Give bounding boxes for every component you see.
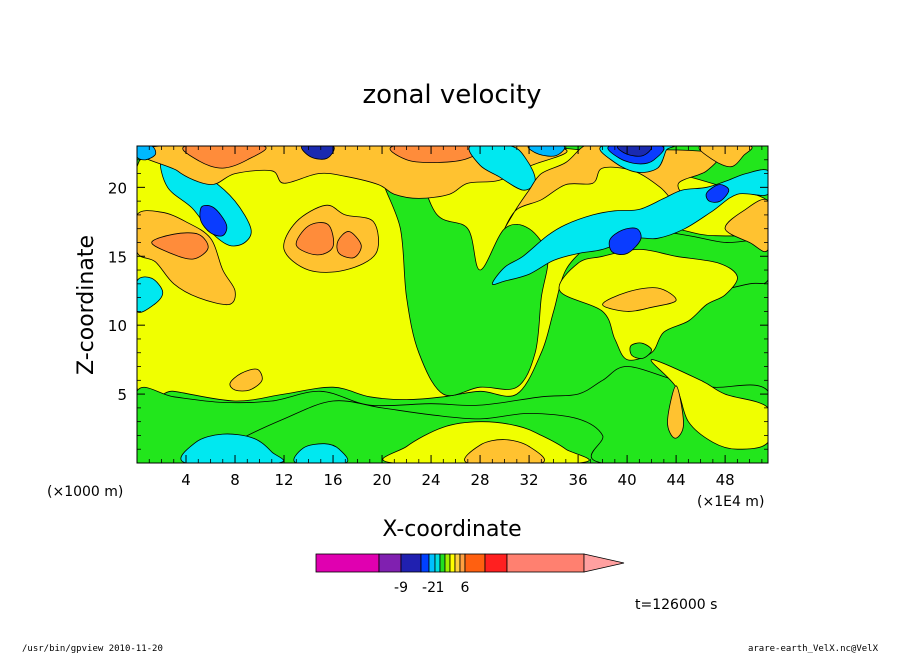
contour-region — [667, 385, 684, 439]
y-axis-ticks: 5 10 15 20 — [108, 159, 768, 450]
x-tick-label: 32 — [520, 471, 539, 489]
footer-right: arare-earth_VelX.nc@VelX — [748, 644, 879, 654]
contour-region — [229, 368, 263, 392]
contour-region — [336, 231, 362, 259]
x-tick-label: 16 — [323, 471, 342, 489]
contour-region — [301, 146, 335, 160]
contour-region — [504, 146, 719, 230]
colorbar-segment — [449, 553, 456, 573]
x-tick-label: 28 — [471, 471, 490, 489]
contour-region — [602, 287, 677, 312]
contour-region — [182, 146, 267, 169]
contour-region — [650, 359, 768, 450]
contour-region — [705, 184, 730, 203]
y-tick-label: 20 — [108, 179, 127, 197]
y-axis-label: Z-coordinate — [74, 235, 99, 375]
time-label: t=126000 s — [635, 597, 717, 613]
y-tick-label: 10 — [108, 317, 127, 335]
contour-region — [293, 443, 349, 463]
contour-region — [527, 146, 566, 157]
x-tick-label: 4 — [181, 471, 191, 489]
contour-region — [137, 276, 164, 313]
colorbar-segment — [459, 553, 466, 573]
contour-region — [137, 366, 768, 463]
x-tick-label: 24 — [422, 471, 441, 489]
plot-area — [137, 146, 768, 463]
contour-region — [464, 439, 545, 463]
x-unit-right: (×1E4 m) — [697, 494, 764, 510]
colorbar-label: -2 — [422, 580, 436, 596]
chart-title: zonal velocity — [362, 80, 541, 110]
x-tick-label: 48 — [716, 471, 735, 489]
x-tick-label: 20 — [373, 471, 392, 489]
colorbar-segment — [464, 553, 486, 573]
plot-frame — [136, 145, 769, 464]
x-tick-label: 40 — [618, 471, 637, 489]
contour-region — [491, 169, 768, 285]
contour-region — [381, 162, 549, 396]
x-axis-label: X-coordinate — [382, 517, 521, 542]
x-tick-label: 12 — [274, 471, 293, 489]
colorbar — [315, 553, 625, 573]
contour-region — [608, 227, 642, 255]
footer-left: /usr/bin/gpview 2010-11-20 — [22, 644, 163, 654]
contour-region — [617, 146, 652, 157]
contour-region — [698, 146, 753, 168]
contour-region — [295, 222, 335, 256]
colorbar-segment — [420, 553, 430, 573]
colorbar-segment — [506, 553, 585, 573]
colorbar-segment — [454, 553, 461, 573]
contour-region — [199, 204, 228, 237]
colorbar-segment — [484, 553, 508, 573]
colorbar-label: 6 — [461, 580, 470, 596]
colorbar-label: 1 — [436, 580, 445, 596]
colorbar-segment — [439, 553, 446, 573]
contour-region — [137, 146, 157, 161]
colorbar-segment — [428, 553, 436, 573]
y-tick-label: 15 — [108, 248, 127, 266]
colorbar-segment — [378, 553, 402, 573]
x-tick-label: 36 — [569, 471, 588, 489]
colorbar-extension — [583, 553, 625, 573]
contour-region — [629, 342, 652, 359]
colorbar-labels: -9 -2 1 6 — [394, 580, 470, 596]
x-unit-left: (×1000 m) — [47, 484, 123, 500]
contour-region — [151, 232, 209, 260]
colorbar-label: -9 — [394, 580, 408, 596]
colorbar-segment — [315, 553, 380, 573]
x-tick-label: 8 — [230, 471, 240, 489]
colorbar-segment — [444, 553, 451, 573]
x-tick-label: 44 — [667, 471, 686, 489]
colorbar-segment — [400, 553, 422, 573]
y-tick-label: 5 — [117, 386, 127, 404]
colorbar-segment — [434, 553, 441, 573]
contour-region — [180, 433, 284, 463]
contour-region — [724, 198, 768, 253]
contour-region — [389, 146, 485, 163]
x-axis-ticks: 4 8 12 16 20 24 28 32 36 40 44 48 — [148, 146, 763, 489]
